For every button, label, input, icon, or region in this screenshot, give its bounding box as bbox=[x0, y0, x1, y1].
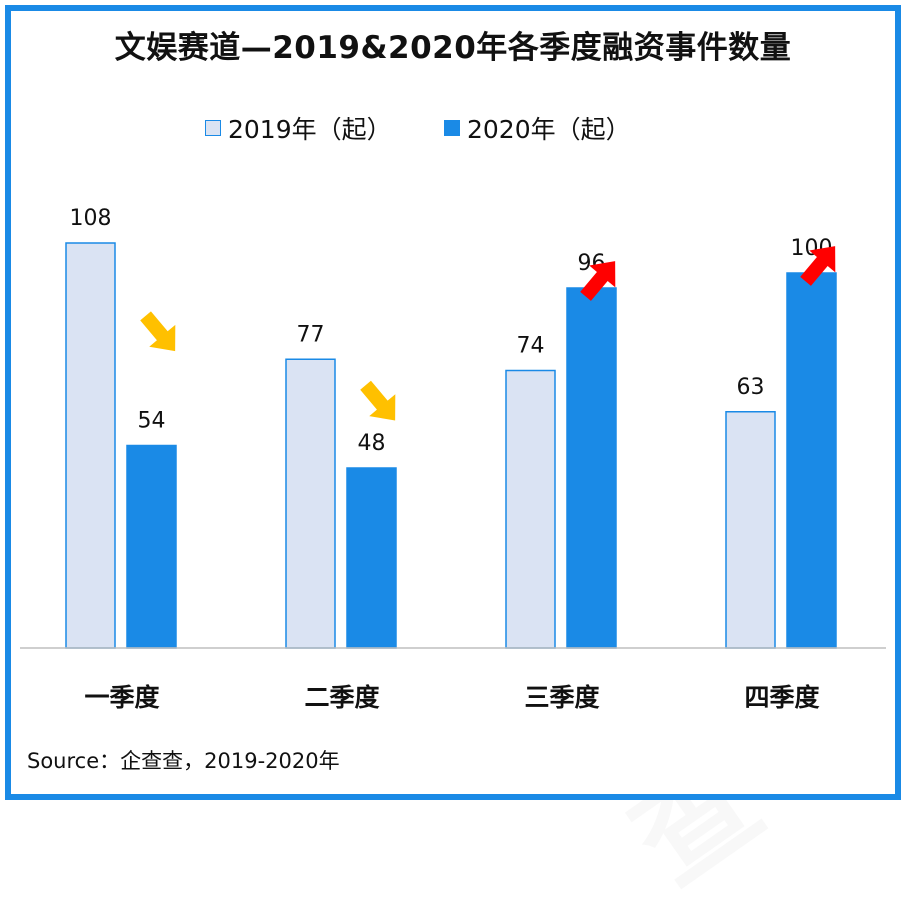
legend-swatch-2019 bbox=[205, 120, 221, 136]
x-tick-label-q3: 三季度 bbox=[524, 683, 599, 712]
data-label-2019-q4: 63 bbox=[737, 375, 765, 400]
chart-frame bbox=[5, 5, 901, 800]
trend-arrow-up-q4 bbox=[800, 246, 836, 286]
data-label-2019-q2: 77 bbox=[297, 322, 325, 347]
data-label-2019-q1: 108 bbox=[70, 206, 112, 231]
legend-label-2019: 2019年（起） bbox=[228, 115, 392, 144]
data-label-2020-q1: 54 bbox=[138, 409, 166, 434]
trend-arrow-down-q1 bbox=[140, 311, 176, 352]
bar-2020-q4 bbox=[786, 272, 837, 649]
bar-2020-q2 bbox=[346, 467, 397, 649]
trend-arrow-down-q2 bbox=[360, 380, 396, 421]
bar-2019-q4 bbox=[725, 411, 776, 649]
legend-item-2020: 2020年（起） bbox=[444, 110, 631, 146]
bar-2020-q1 bbox=[126, 444, 177, 649]
x-tick-label-q2: 二季度 bbox=[304, 683, 379, 712]
x-tick-label-q1: 一季度 bbox=[84, 683, 159, 712]
chart-title: 文娱赛道—2019&2020年各季度融资事件数量 bbox=[114, 30, 792, 66]
bar-2019-q3 bbox=[505, 369, 556, 649]
legend-label-2020: 2020年（起） bbox=[467, 115, 631, 144]
source-note: Source：企查查，2019-2020年 bbox=[27, 749, 340, 773]
data-label-2019-q3: 74 bbox=[517, 334, 545, 359]
legend: 2019年（起） 2020年（起） bbox=[0, 110, 906, 146]
bar-2019-q2 bbox=[285, 358, 336, 649]
legend-swatch-2020 bbox=[444, 120, 460, 136]
data-label-2020-q2: 48 bbox=[358, 431, 386, 456]
x-tick-label-q4: 四季度 bbox=[744, 683, 819, 712]
trend-arrow-up-q3 bbox=[580, 261, 616, 301]
legend-item-2019: 2019年（起） bbox=[205, 110, 392, 146]
bar-2020-q3 bbox=[566, 287, 617, 649]
bar-2019-q1 bbox=[65, 242, 116, 649]
